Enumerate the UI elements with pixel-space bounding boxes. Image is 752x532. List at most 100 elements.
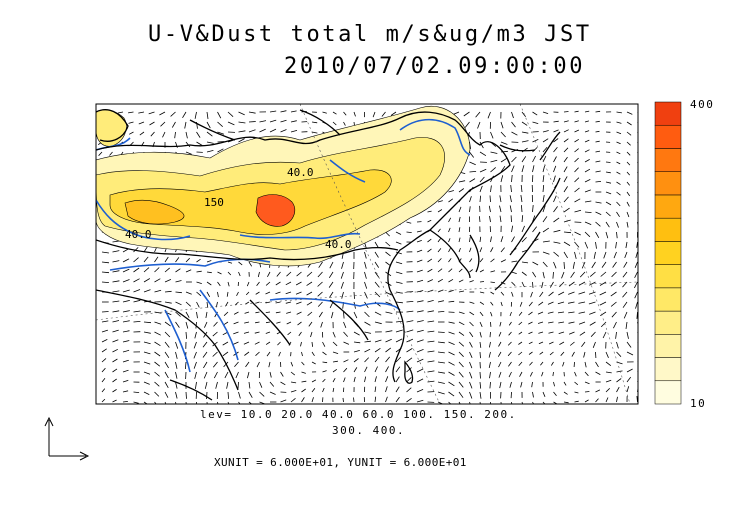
wind-vector: [508, 371, 512, 378]
wind-vector: [563, 251, 568, 259]
wind-vector: [490, 281, 495, 283]
wind-vector: [269, 391, 276, 395]
wind-vector: [317, 271, 323, 278]
wind-vector: [584, 381, 590, 385]
wind-vector: [623, 311, 628, 319]
wind-vector: [101, 329, 109, 333]
wind-vector: [500, 150, 508, 153]
wind-vector: [353, 291, 355, 299]
wind-vector: [520, 195, 523, 203]
wind-vector: [624, 251, 628, 259]
wind-vector: [427, 210, 432, 213]
wind-vector: [194, 331, 197, 339]
wind-vector: [112, 300, 120, 303]
map-title-line2: 2010/07/02.09:00:00: [284, 54, 586, 79]
wind-vector: [605, 231, 609, 239]
wind-vector: [154, 341, 161, 347]
wind-vector: [175, 401, 177, 404]
wind-vector: [206, 281, 212, 286]
wind-vector: [616, 341, 619, 349]
wind-vector: [616, 181, 621, 185]
wind-vector: [287, 331, 292, 336]
wind-vector: [182, 111, 187, 119]
wind-vector: [206, 391, 208, 400]
wind-vector: [626, 161, 631, 166]
wind-vector: [542, 240, 550, 243]
wind-vector: [458, 290, 465, 293]
wind-vector: [416, 389, 424, 393]
wind-vector: [238, 111, 245, 116]
wind-vector: [549, 281, 554, 288]
wind-vector: [196, 141, 203, 146]
wind-vector: [202, 351, 208, 358]
wind-vector: [610, 291, 617, 297]
wind-vector: [112, 250, 120, 253]
wind-vector: [185, 151, 192, 155]
wind-vector: [322, 351, 327, 356]
wind-vector: [416, 310, 424, 313]
wind-vector: [395, 320, 403, 323]
wind-vector: [563, 166, 568, 173]
wind-vector: [520, 381, 523, 388]
wind-vector: [560, 351, 565, 356]
wind-vector: [574, 241, 580, 248]
wind-vector: [245, 361, 250, 368]
wind-vector: [563, 391, 568, 395]
wind-vector: [437, 371, 445, 374]
wind-vector: [196, 131, 201, 138]
wind-vector: [416, 230, 422, 233]
wind-vector: [122, 268, 130, 273]
wind-vector: [416, 320, 424, 323]
wind-vector: [479, 247, 483, 253]
wind-vector: [458, 268, 463, 273]
wind-vector: [521, 215, 524, 223]
wind-vector: [133, 310, 141, 313]
wind-vector: [280, 119, 287, 123]
wind-vector: [385, 301, 393, 305]
wind-vector: [521, 131, 529, 134]
wind-vector: [238, 121, 246, 124]
wind-vector: [599, 301, 607, 306]
wind-vector: [353, 111, 356, 117]
wind-vector: [427, 300, 434, 303]
wind-vector: [255, 351, 260, 356]
colorbar-swatch: [654, 310, 682, 335]
wind-vector: [548, 321, 554, 324]
wind-vector: [133, 391, 140, 393]
wind-vector: [276, 271, 281, 277]
wind-vector: [553, 391, 557, 396]
wind-vector: [558, 331, 565, 334]
wind-vector: [227, 111, 234, 117]
wind-vector: [227, 261, 233, 264]
wind-vector: [427, 219, 432, 223]
wind-vector: [499, 381, 502, 389]
wind-vector: [395, 366, 401, 373]
wind-vector: [112, 240, 120, 243]
wind-vector: [101, 251, 109, 254]
wind-vector: [248, 261, 253, 267]
wind-vector: [521, 121, 528, 126]
wind-vector: [416, 269, 423, 273]
wind-vector: [364, 340, 371, 343]
wind-vector: [427, 380, 435, 383]
wind-vector: [499, 321, 502, 327]
wind-vector: [364, 376, 367, 383]
wind-vector: [584, 200, 592, 203]
wind-vector: [196, 258, 201, 263]
wind-vector: [469, 331, 474, 338]
wind-vector: [154, 267, 160, 273]
wind-vector: [559, 281, 565, 288]
wind-vector: [160, 121, 166, 127]
wind-vector: [553, 401, 558, 404]
wind-vector: [143, 381, 150, 385]
wind-vector: [532, 401, 535, 404]
wind-vector: [510, 185, 512, 193]
wind-vector: [479, 195, 481, 203]
wind-vector: [479, 351, 481, 359]
wind-vector: [542, 195, 545, 203]
wind-vector: [238, 271, 241, 277]
wind-vector: [255, 321, 260, 324]
contour-labels: 40.0 150 40.0 40.0: [125, 166, 352, 251]
wind-vector: [267, 271, 271, 277]
wind-vector: [353, 397, 355, 403]
